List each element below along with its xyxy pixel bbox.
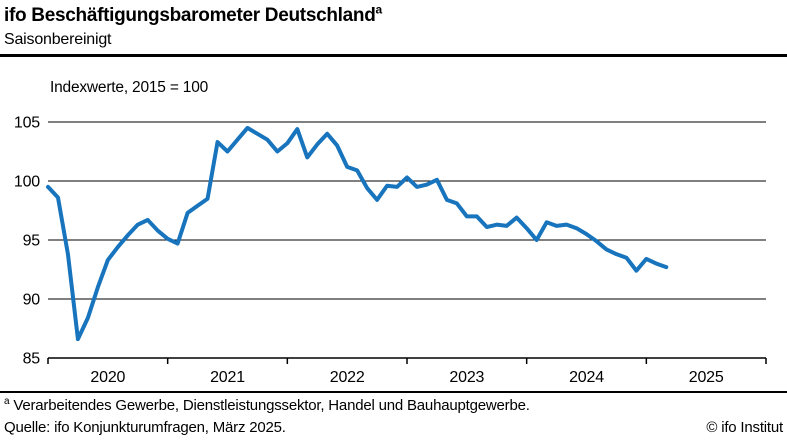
chart-unit-note: Indexwerte, 2015 = 100 — [50, 79, 209, 96]
page-title-footnote-marker: a — [375, 2, 383, 17]
source-label: Quelle: ifo Konjunkturumfragen, März 202… — [4, 419, 286, 436]
page-title-text: ifo Beschäftigungsbarometer Deutschland — [4, 5, 376, 26]
x-axis-label-2020: 2020 — [90, 369, 125, 386]
source-row: Quelle: ifo Konjunkturumfragen, März 202… — [4, 419, 783, 436]
page-subtitle: Saisonbereinigt — [4, 31, 112, 48]
footer-divider — [0, 391, 787, 393]
x-axis-label-2025: 2025 — [689, 369, 724, 386]
y-axis-label-105: 105 — [14, 115, 40, 132]
y-axis-label-85: 85 — [23, 351, 41, 368]
y-axis-label-90: 90 — [23, 292, 41, 309]
y-axis-label-95: 95 — [23, 233, 41, 250]
x-axis-label-2022: 2022 — [330, 369, 365, 386]
barometer-series-line — [46, 125, 669, 342]
page-title: ifo Beschäftigungsbarometer Deutschlanda — [4, 2, 383, 27]
x-axis-label-2024: 2024 — [569, 369, 604, 386]
header-divider — [0, 54, 787, 57]
x-axis-label-2023: 2023 — [449, 369, 484, 386]
y-axis-label-100: 100 — [14, 174, 40, 191]
footnote-marker: a — [4, 396, 10, 407]
copyright-label: © ifo Institut — [706, 419, 783, 436]
x-axis-label-2021: 2021 — [210, 369, 245, 386]
footnote-text: Verarbeitendes Gewerbe, Dienstleistungss… — [13, 397, 530, 414]
footnote: a Verarbeitendes Gewerbe, Dienstleistung… — [4, 396, 530, 414]
